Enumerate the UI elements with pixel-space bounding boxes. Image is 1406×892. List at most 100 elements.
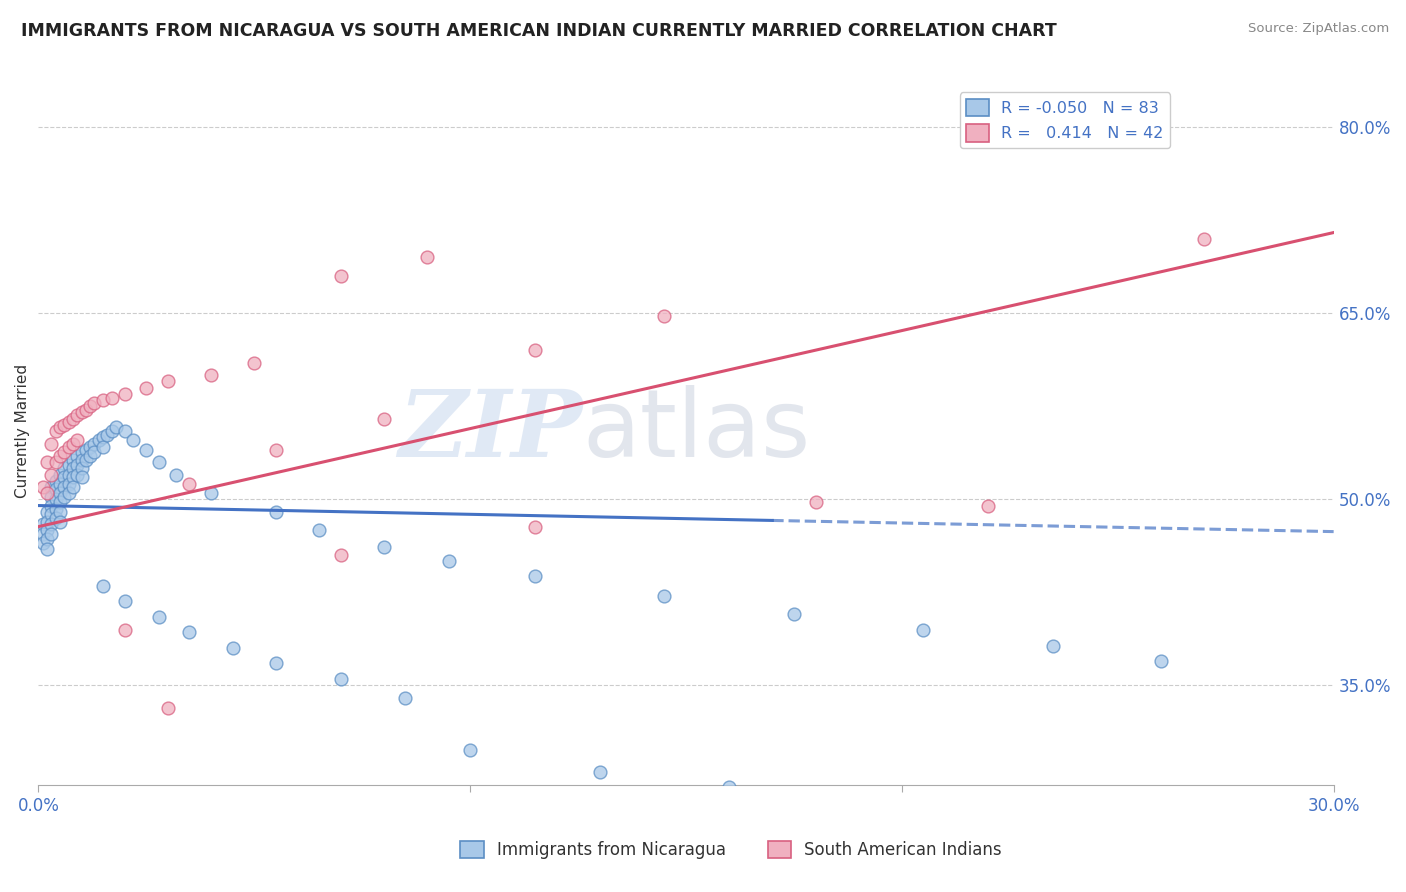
Point — [70, 452, 93, 467]
Point — [264, 442, 287, 457]
Point — [70, 470, 93, 484]
Point — [35, 541, 58, 556]
Point — [977, 499, 1000, 513]
Point — [66, 449, 89, 463]
Point — [39, 507, 62, 521]
Point — [122, 433, 145, 447]
Point — [39, 436, 62, 450]
Point — [83, 436, 105, 450]
Point — [49, 449, 72, 463]
Point — [35, 455, 58, 469]
Point — [1192, 232, 1215, 246]
Point — [156, 375, 179, 389]
Point — [70, 445, 93, 459]
Point — [39, 467, 62, 482]
Point — [804, 495, 827, 509]
Point — [45, 511, 67, 525]
Point — [62, 470, 84, 484]
Point — [87, 433, 110, 447]
Point — [394, 690, 416, 705]
Point — [200, 368, 222, 383]
Point — [66, 458, 89, 472]
Point — [1042, 639, 1064, 653]
Point — [588, 765, 610, 780]
Point — [135, 381, 157, 395]
Point — [58, 458, 80, 472]
Point — [100, 424, 122, 438]
Point — [437, 554, 460, 568]
Legend: Immigrants from Nicaragua, South American Indians: Immigrants from Nicaragua, South America… — [454, 834, 1008, 865]
Point — [45, 502, 67, 516]
Point — [31, 527, 53, 541]
Text: ZIP: ZIP — [398, 386, 582, 476]
Point — [35, 515, 58, 529]
Point — [49, 420, 72, 434]
Point — [45, 424, 67, 438]
Point — [523, 343, 546, 358]
Point — [66, 433, 89, 447]
Point — [39, 517, 62, 532]
Point — [179, 477, 201, 491]
Point — [66, 467, 89, 482]
Point — [75, 442, 97, 457]
Point — [53, 417, 76, 432]
Point — [31, 480, 53, 494]
Point — [114, 424, 136, 438]
Point — [156, 701, 179, 715]
Point — [58, 416, 80, 430]
Point — [91, 393, 114, 408]
Point — [91, 579, 114, 593]
Point — [45, 474, 67, 488]
Point — [523, 519, 546, 533]
Point — [200, 486, 222, 500]
Point — [49, 477, 72, 491]
Point — [221, 641, 243, 656]
Point — [329, 673, 352, 687]
Point — [83, 395, 105, 409]
Point — [53, 445, 76, 459]
Point — [166, 467, 188, 482]
Point — [91, 440, 114, 454]
Point — [31, 517, 53, 532]
Point — [783, 607, 806, 621]
Point — [49, 495, 72, 509]
Point — [79, 440, 101, 454]
Point — [79, 399, 101, 413]
Point — [83, 445, 105, 459]
Point — [148, 610, 170, 624]
Point — [49, 486, 72, 500]
Point — [35, 532, 58, 546]
Point — [35, 505, 58, 519]
Point — [53, 461, 76, 475]
Point — [62, 452, 84, 467]
Point — [264, 656, 287, 670]
Point — [49, 515, 72, 529]
Point — [62, 411, 84, 425]
Point — [58, 477, 80, 491]
Point — [62, 480, 84, 494]
Point — [105, 420, 128, 434]
Point — [373, 540, 395, 554]
Point — [458, 743, 481, 757]
Point — [1150, 654, 1173, 668]
Point — [58, 440, 80, 454]
Point — [96, 427, 118, 442]
Point — [70, 461, 93, 475]
Point — [39, 499, 62, 513]
Point — [62, 436, 84, 450]
Legend: R = -0.050   N = 83, R =   0.414   N = 42: R = -0.050 N = 83, R = 0.414 N = 42 — [960, 93, 1170, 148]
Point — [523, 569, 546, 583]
Point — [49, 505, 72, 519]
Point — [91, 430, 114, 444]
Point — [49, 467, 72, 482]
Text: atlas: atlas — [582, 385, 811, 477]
Text: Source: ZipAtlas.com: Source: ZipAtlas.com — [1249, 22, 1389, 36]
Point — [114, 594, 136, 608]
Point — [79, 449, 101, 463]
Point — [148, 455, 170, 469]
Point — [53, 490, 76, 504]
Point — [308, 524, 330, 538]
Point — [114, 623, 136, 637]
Point — [179, 625, 201, 640]
Point — [75, 403, 97, 417]
